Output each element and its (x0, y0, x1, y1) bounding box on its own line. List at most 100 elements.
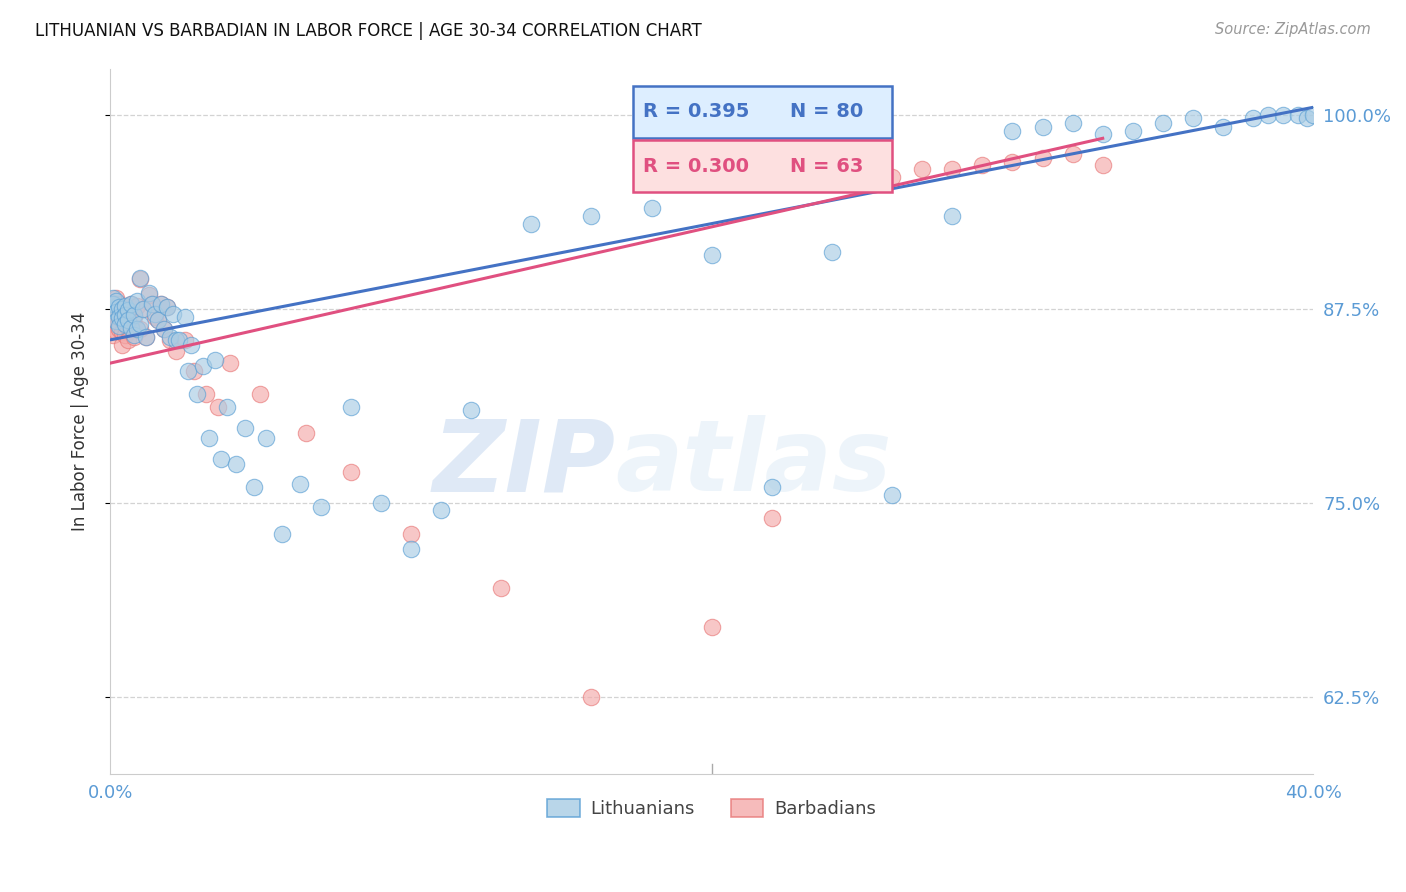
Point (219, 356, 242, 370)
Point (108, 310, 131, 324)
Point (821, 170, 844, 185)
Point (111, 337, 134, 351)
Y-axis label: In Labor Force | Age 30-34: In Labor Force | Age 30-34 (72, 311, 89, 531)
Point (114, 308, 136, 322)
Text: Source: ZipAtlas.com: Source: ZipAtlas.com (1215, 22, 1371, 37)
Point (225, 457, 247, 471)
Point (101, 295, 124, 310)
Point (127, 322, 149, 336)
Point (270, 526, 292, 541)
Point (105, 291, 128, 305)
Point (108, 322, 131, 336)
Point (129, 322, 152, 336)
Point (882, 488, 904, 502)
Point (132, 301, 155, 316)
Point (150, 297, 173, 311)
Point (108, 310, 131, 324)
Point (108, 297, 131, 311)
Point (117, 312, 139, 326)
Point (129, 318, 152, 332)
Point (108, 318, 131, 333)
Point (165, 343, 187, 358)
Point (117, 307, 139, 321)
Point (111, 311, 134, 326)
Point (288, 477, 311, 491)
Point (581, 209, 603, 223)
Legend: Lithuanians, Barbadians: Lithuanians, Barbadians (540, 791, 883, 825)
Point (1272, 108, 1295, 122)
Point (1181, 111, 1204, 125)
Point (101, 328, 124, 343)
Point (105, 301, 128, 316)
Point (460, 402, 482, 417)
Point (941, 209, 963, 223)
Point (1062, 116, 1084, 130)
Point (122, 308, 145, 322)
Point (1302, 108, 1324, 122)
Point (111, 301, 134, 315)
Point (1257, 108, 1279, 122)
Point (108, 301, 131, 315)
Point (370, 496, 392, 510)
Point (941, 162, 963, 177)
Point (141, 297, 163, 311)
Point (204, 353, 226, 368)
Point (186, 387, 208, 401)
Point (101, 307, 124, 321)
Text: LITHUANIAN VS BARBADIAN IN LABOR FORCE | AGE 30-34 CORRELATION CHART: LITHUANIAN VS BARBADIAN IN LABOR FORCE |… (35, 22, 702, 40)
Point (148, 312, 170, 326)
Point (339, 465, 361, 479)
Point (159, 333, 181, 347)
Point (520, 217, 543, 231)
Point (111, 312, 134, 326)
Point (105, 314, 128, 328)
Text: R = 0.300: R = 0.300 (643, 157, 749, 176)
Point (700, 247, 723, 261)
Point (1286, 108, 1309, 122)
Point (207, 400, 229, 414)
Point (399, 542, 422, 557)
Point (761, 511, 783, 525)
Text: ZIP: ZIP (433, 415, 616, 512)
Point (851, 178, 873, 192)
Point (138, 286, 160, 301)
Point (114, 318, 136, 332)
Point (135, 330, 157, 344)
Point (174, 310, 197, 324)
Point (700, 620, 723, 634)
Point (105, 324, 128, 338)
Point (1122, 123, 1144, 137)
Point (256, 431, 278, 445)
Point (129, 272, 152, 286)
Point (243, 480, 266, 494)
Point (180, 337, 202, 351)
Point (1032, 120, 1054, 135)
Point (111, 325, 134, 339)
Point (153, 322, 176, 336)
Point (143, 307, 166, 321)
Point (105, 294, 128, 309)
Point (198, 431, 221, 445)
Point (249, 387, 271, 401)
Text: N = 80: N = 80 (790, 103, 863, 121)
Point (1062, 146, 1084, 161)
Point (1091, 127, 1114, 141)
Point (209, 452, 232, 467)
Point (911, 162, 934, 177)
Point (167, 333, 190, 347)
Point (162, 307, 184, 321)
Point (177, 364, 200, 378)
Point (174, 333, 197, 347)
Point (114, 328, 136, 343)
Point (489, 581, 512, 595)
Point (101, 291, 124, 305)
Point (148, 312, 170, 326)
Point (120, 320, 142, 334)
Point (135, 330, 157, 344)
Point (882, 170, 904, 185)
Point (120, 318, 142, 333)
Point (101, 297, 124, 311)
Point (105, 312, 128, 326)
Point (1241, 111, 1264, 125)
Point (1212, 120, 1234, 135)
